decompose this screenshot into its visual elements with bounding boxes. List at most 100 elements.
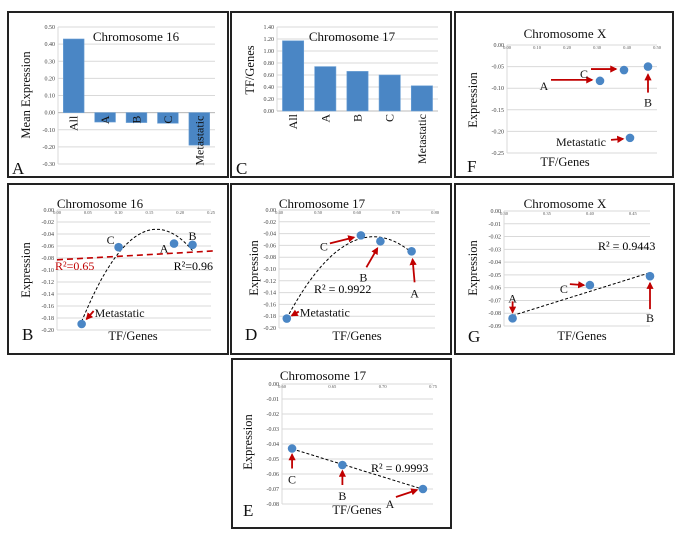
y-tick-label: 0.10 [45,94,56,100]
x-tick-label: B [130,116,144,124]
x-tick-label: Metastatic [415,114,429,164]
x-tick-label: 0.40 [586,211,595,216]
y-tick-label: -0.12 [42,280,55,286]
r-squared-label: R² = 0.9922 [314,282,371,296]
x-tick-label: 0.10 [533,45,542,50]
y-tick-label: -0.02 [489,235,502,241]
y-tick-label: -0.02 [267,412,280,418]
y-tick-label: -0.08 [489,311,502,317]
red-arrow-icon [290,309,300,317]
point-label: Metastatic [95,306,145,320]
panel-frame-B [7,183,229,355]
point-label: Metastatic [300,306,350,320]
x-axis-title: TF/Genes [332,329,381,343]
x-tick-label: 0.30 [593,45,602,50]
panel-letter: B [22,325,33,344]
y-axis-title: Expression [19,241,33,297]
bar-all [63,38,85,113]
r-squared-label: R² = 0.9443 [598,239,655,253]
data-point-a [595,76,605,86]
x-tick-label: 0.00 [53,210,62,215]
y-tick-label: -0.02 [264,220,277,226]
chart-title: Chromosome X [524,26,607,41]
y-tick-label: -0.04 [267,442,280,448]
trendline [286,236,412,319]
red-arrow-icon [329,235,356,245]
data-point-b [188,240,197,250]
panel-frame-G [454,183,675,355]
x-tick-label: 0.30 [500,211,509,216]
x-axis-title: TF/Genes [540,155,589,169]
point-label: A [160,242,169,256]
point-label: C [320,239,328,253]
y-tick-label: 1.20 [264,37,275,43]
y-axis-title: TF/Genes [243,45,257,94]
y-tick-label: 0.00 [269,382,280,388]
y-tick-label: -0.01 [267,397,280,403]
x-tick-label: 0.70 [379,384,388,389]
x-tick-label: 0.70 [392,210,401,215]
panel-letter: F [467,157,476,176]
point-label: A [386,497,395,511]
y-tick-label: -0.20 [264,326,277,332]
x-tick-label: 0.50 [314,210,323,215]
point-label: C [288,473,296,487]
r-squared-label: R²=0.65 [55,259,94,273]
x-tick-label: All [286,113,300,129]
red-arrow-icon [569,281,586,289]
point-label: C [580,67,588,81]
red-arrow-icon [85,310,95,321]
y-tick-label: -0.05 [267,457,280,463]
y-tick-label: 0.60 [264,73,275,79]
y-tick-label: -0.06 [267,472,280,478]
chart-title: Chromosome 17 [309,29,396,44]
bar-b [346,71,369,112]
x-tick-label: A [318,114,332,123]
data-point-c [287,444,297,453]
bar-a [94,112,116,123]
y-tick-label: -0.30 [43,162,56,168]
y-axis-title: Expression [247,239,261,295]
bar-c [157,112,179,124]
chart-title: Chromosome 16 [93,29,180,44]
red-arrow-icon [610,135,625,143]
panel-letter: C [236,159,247,178]
y-tick-label: 0.00 [264,109,275,115]
x-tick-label: 0.20 [176,210,185,215]
y-tick-label: 0.40 [264,85,275,91]
point-label: A [508,291,517,305]
x-tick-label: 0.40 [623,45,632,50]
x-tick-label: 0.00 [503,45,512,50]
y-tick-label: -0.20 [492,129,505,135]
x-tick-label: 0.45 [629,211,638,216]
red-arrow-icon [395,488,419,498]
panel-frame-A [7,11,229,178]
y-axis-title: Expression [241,413,255,469]
r-squared-label: R² = 0.9993 [371,461,428,475]
bar-a [314,66,337,112]
bar-all [282,40,305,112]
data-point-b [376,236,385,246]
y-tick-label: -0.02 [42,220,55,226]
x-tick-label: 0.10 [115,210,124,215]
y-tick-label: 1.40 [264,25,275,31]
y-tick-label: 0.20 [264,97,275,103]
bar-metastatic [410,85,433,112]
panel-letter: D [245,325,257,344]
chart-title: Chromosome 16 [57,196,144,211]
y-tick-label: -0.20 [42,328,55,334]
x-tick-label: A [98,115,112,124]
panel-frame-D [230,183,452,355]
data-point-metastatic [282,314,292,323]
x-tick-label: 0.05 [84,210,93,215]
y-tick-label: -0.18 [42,316,55,322]
data-point-a [418,484,428,494]
y-tick-label: -0.08 [264,255,277,261]
x-tick-label: 0.80 [431,210,440,215]
point-label: B [359,270,367,284]
x-axis-title: TF/Genes [332,503,381,517]
y-tick-label: -0.12 [264,279,277,285]
y-tick-label: -0.01 [489,222,502,228]
x-tick-label: 0.75 [429,384,438,389]
